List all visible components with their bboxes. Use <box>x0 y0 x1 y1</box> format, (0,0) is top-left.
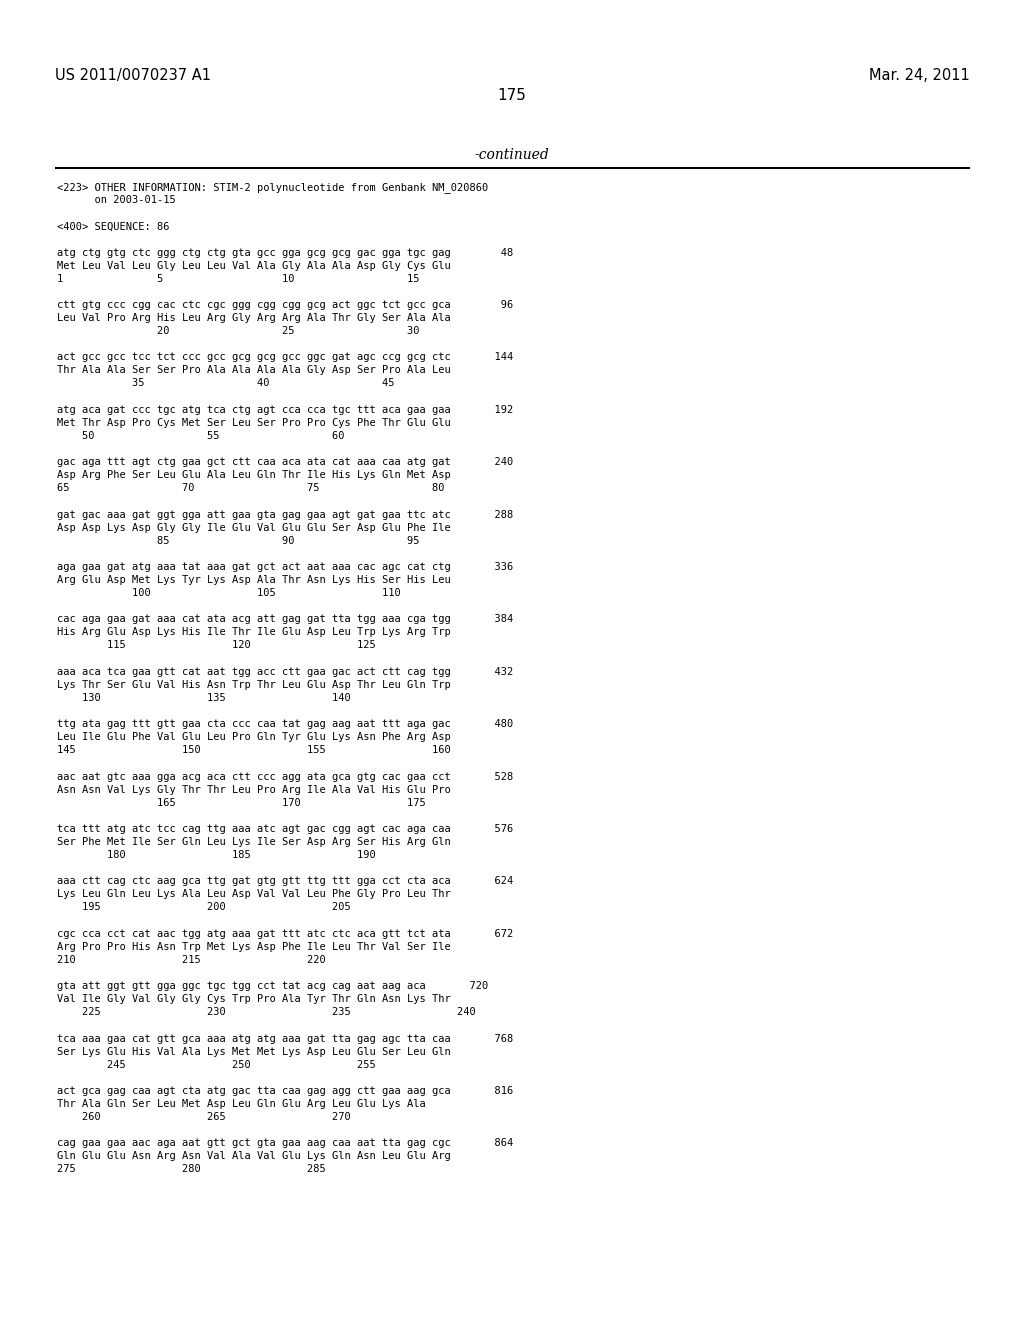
Text: 245                 250                 255: 245 250 255 <box>57 1060 376 1069</box>
Text: gat gac aaa gat ggt gga att gaa gta gag gaa agt gat gaa ttc atc       288: gat gac aaa gat ggt gga att gaa gta gag … <box>57 510 513 520</box>
Text: cag gaa gaa aac aga aat gtt gct gta gaa aag caa aat tta gag cgc       864: cag gaa gaa aac aga aat gtt gct gta gaa … <box>57 1138 513 1148</box>
Text: Ser Lys Glu His Val Ala Lys Met Met Lys Asp Leu Glu Ser Leu Gln: Ser Lys Glu His Val Ala Lys Met Met Lys … <box>57 1047 451 1056</box>
Text: Lys Leu Gln Leu Lys Ala Leu Asp Val Val Leu Phe Gly Pro Leu Thr: Lys Leu Gln Leu Lys Ala Leu Asp Val Val … <box>57 890 451 899</box>
Text: Thr Ala Gln Ser Leu Met Asp Leu Gln Glu Arg Leu Glu Lys Ala: Thr Ala Gln Ser Leu Met Asp Leu Gln Glu … <box>57 1100 426 1109</box>
Text: His Arg Glu Asp Lys His Ile Thr Ile Glu Asp Leu Trp Lys Arg Trp: His Arg Glu Asp Lys His Ile Thr Ile Glu … <box>57 627 451 638</box>
Text: 20                  25                  30: 20 25 30 <box>57 326 420 337</box>
Text: 65                  70                  75                  80: 65 70 75 80 <box>57 483 444 494</box>
Text: Met Leu Val Leu Gly Leu Leu Val Ala Gly Ala Ala Asp Gly Cys Glu: Met Leu Val Leu Gly Leu Leu Val Ala Gly … <box>57 260 451 271</box>
Text: 130                 135                 140: 130 135 140 <box>57 693 351 702</box>
Text: 50                  55                  60: 50 55 60 <box>57 430 344 441</box>
Text: act gca gag caa agt cta atg gac tta caa gag agg ctt gaa aag gca       816: act gca gag caa agt cta atg gac tta caa … <box>57 1086 513 1096</box>
Text: Val Ile Gly Val Gly Gly Cys Trp Pro Ala Tyr Thr Gln Asn Lys Thr: Val Ile Gly Val Gly Gly Cys Trp Pro Ala … <box>57 994 451 1005</box>
Text: Asn Asn Val Lys Gly Thr Thr Leu Pro Arg Ile Ala Val His Glu Pro: Asn Asn Val Lys Gly Thr Thr Leu Pro Arg … <box>57 784 451 795</box>
Text: on 2003-01-15: on 2003-01-15 <box>57 195 176 205</box>
Text: cac aga gaa gat aaa cat ata acg att gag gat tta tgg aaa cga tgg       384: cac aga gaa gat aaa cat ata acg att gag … <box>57 614 513 624</box>
Text: 165                 170                 175: 165 170 175 <box>57 797 426 808</box>
Text: ttg ata gag ttt gtt gaa cta ccc caa tat gag aag aat ttt aga gac       480: ttg ata gag ttt gtt gaa cta ccc caa tat … <box>57 719 513 729</box>
Text: 260                 265                 270: 260 265 270 <box>57 1111 351 1122</box>
Text: Ser Phe Met Ile Ser Gln Leu Lys Ile Ser Asp Arg Ser His Arg Gln: Ser Phe Met Ile Ser Gln Leu Lys Ile Ser … <box>57 837 451 847</box>
Text: atg ctg gtg ctc ggg ctg ctg gta gcc gga gcg gcg gac gga tgc gag        48: atg ctg gtg ctc ggg ctg ctg gta gcc gga … <box>57 248 513 257</box>
Text: aga gaa gat atg aaa tat aaa gat gct act aat aaa cac agc cat ctg       336: aga gaa gat atg aaa tat aaa gat gct act … <box>57 562 513 572</box>
Text: Leu Ile Glu Phe Val Glu Leu Pro Gln Tyr Glu Lys Asn Phe Arg Asp: Leu Ile Glu Phe Val Glu Leu Pro Gln Tyr … <box>57 733 451 742</box>
Text: Gln Glu Glu Asn Arg Asn Val Ala Val Glu Lys Gln Asn Leu Glu Arg: Gln Glu Glu Asn Arg Asn Val Ala Val Glu … <box>57 1151 451 1162</box>
Text: 85                  90                  95: 85 90 95 <box>57 536 420 545</box>
Text: 195                 200                 205: 195 200 205 <box>57 903 351 912</box>
Text: aac aat gtc aaa gga acg aca ctt ccc agg ata gca gtg cac gaa cct       528: aac aat gtc aaa gga acg aca ctt ccc agg … <box>57 771 513 781</box>
Text: 225                 230                 235                 240: 225 230 235 240 <box>57 1007 476 1018</box>
Text: -continued: -continued <box>475 148 549 162</box>
Text: 180                 185                 190: 180 185 190 <box>57 850 376 861</box>
Text: 145                 150                 155                 160: 145 150 155 160 <box>57 746 451 755</box>
Text: Arg Glu Asp Met Lys Tyr Lys Asp Ala Thr Asn Lys His Ser His Leu: Arg Glu Asp Met Lys Tyr Lys Asp Ala Thr … <box>57 576 451 585</box>
Text: tca aaa gaa cat gtt gca aaa atg atg aaa gat tta gag agc tta caa       768: tca aaa gaa cat gtt gca aaa atg atg aaa … <box>57 1034 513 1044</box>
Text: Lys Thr Ser Glu Val His Asn Trp Thr Leu Glu Asp Thr Leu Gln Trp: Lys Thr Ser Glu Val His Asn Trp Thr Leu … <box>57 680 451 690</box>
Text: Asp Asp Lys Asp Gly Gly Ile Glu Val Glu Glu Ser Asp Glu Phe Ile: Asp Asp Lys Asp Gly Gly Ile Glu Val Glu … <box>57 523 451 532</box>
Text: act gcc gcc tcc tct ccc gcc gcg gcg gcc ggc gat agc ccg gcg ctc       144: act gcc gcc tcc tct ccc gcc gcg gcg gcc … <box>57 352 513 362</box>
Text: 115                 120                 125: 115 120 125 <box>57 640 376 651</box>
Text: <223> OTHER INFORMATION: STIM-2 polynucleotide from Genbank NM_020860: <223> OTHER INFORMATION: STIM-2 polynucl… <box>57 182 488 193</box>
Text: gta att ggt gtt gga ggc tgc tgg cct tat acg cag aat aag aca       720: gta att ggt gtt gga ggc tgc tgg cct tat … <box>57 981 488 991</box>
Text: Mar. 24, 2011: Mar. 24, 2011 <box>869 69 970 83</box>
Text: cgc cca cct cat aac tgg atg aaa gat ttt atc ctc aca gtt tct ata       672: cgc cca cct cat aac tgg atg aaa gat ttt … <box>57 929 513 939</box>
Text: gac aga ttt agt ctg gaa gct ctt caa aca ata cat aaa caa atg gat       240: gac aga ttt agt ctg gaa gct ctt caa aca … <box>57 457 513 467</box>
Text: atg aca gat ccc tgc atg tca ctg agt cca cca tgc ttt aca gaa gaa       192: atg aca gat ccc tgc atg tca ctg agt cca … <box>57 405 513 414</box>
Text: Met Thr Asp Pro Cys Met Ser Leu Ser Pro Pro Cys Phe Thr Glu Glu: Met Thr Asp Pro Cys Met Ser Leu Ser Pro … <box>57 418 451 428</box>
Text: Leu Val Pro Arg His Leu Arg Gly Arg Arg Ala Thr Gly Ser Ala Ala: Leu Val Pro Arg His Leu Arg Gly Arg Arg … <box>57 313 451 323</box>
Text: aaa aca tca gaa gtt cat aat tgg acc ctt gaa gac act ctt cag tgg       432: aaa aca tca gaa gtt cat aat tgg acc ctt … <box>57 667 513 677</box>
Text: US 2011/0070237 A1: US 2011/0070237 A1 <box>55 69 211 83</box>
Text: 275                 280                 285: 275 280 285 <box>57 1164 326 1175</box>
Text: Arg Pro Pro His Asn Trp Met Lys Asp Phe Ile Leu Thr Val Ser Ile: Arg Pro Pro His Asn Trp Met Lys Asp Phe … <box>57 941 451 952</box>
Text: Asp Arg Phe Ser Leu Glu Ala Leu Gln Thr Ile His Lys Gln Met Asp: Asp Arg Phe Ser Leu Glu Ala Leu Gln Thr … <box>57 470 451 480</box>
Text: tca ttt atg atc tcc cag ttg aaa atc agt gac cgg agt cac aga caa       576: tca ttt atg atc tcc cag ttg aaa atc agt … <box>57 824 513 834</box>
Text: <400> SEQUENCE: 86: <400> SEQUENCE: 86 <box>57 222 170 231</box>
Text: 100                 105                 110: 100 105 110 <box>57 589 400 598</box>
Text: 175: 175 <box>498 88 526 103</box>
Text: Thr Ala Ala Ser Ser Pro Ala Ala Ala Ala Gly Asp Ser Pro Ala Leu: Thr Ala Ala Ser Ser Pro Ala Ala Ala Ala … <box>57 366 451 375</box>
Text: aaa ctt cag ctc aag gca ttg gat gtg gtt ttg ttt gga cct cta aca       624: aaa ctt cag ctc aag gca ttg gat gtg gtt … <box>57 876 513 886</box>
Text: ctt gtg ccc cgg cac ctc cgc ggg cgg cgg gcg act ggc tct gcc gca        96: ctt gtg ccc cgg cac ctc cgc ggg cgg cgg … <box>57 300 513 310</box>
Text: 1               5                   10                  15: 1 5 10 15 <box>57 273 420 284</box>
Text: 210                 215                 220: 210 215 220 <box>57 954 326 965</box>
Text: 35                  40                  45: 35 40 45 <box>57 379 394 388</box>
